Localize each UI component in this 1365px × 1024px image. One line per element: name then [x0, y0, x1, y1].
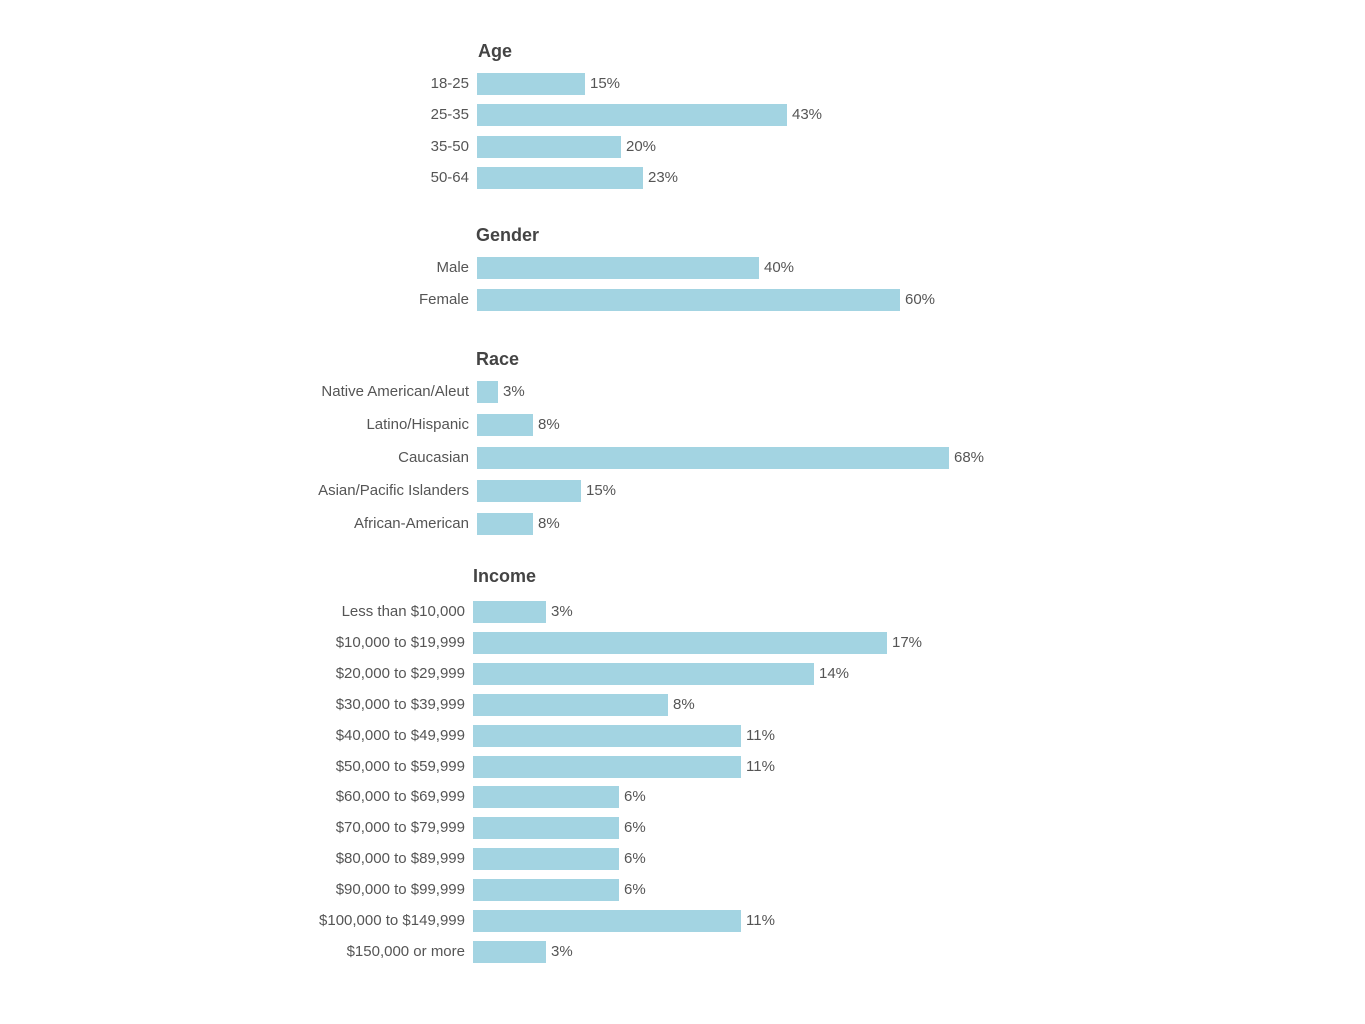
category-label: $70,000 to $79,999	[335, 819, 465, 836]
bar	[473, 725, 741, 747]
value-label: 40%	[764, 259, 795, 276]
value-label: 43%	[792, 106, 823, 123]
bar	[477, 414, 533, 436]
bar	[473, 817, 619, 839]
bar	[473, 663, 814, 685]
value-label: 8%	[538, 515, 560, 532]
bar	[477, 167, 643, 189]
category-label: Native American/Aleut	[321, 383, 469, 400]
category-label: Female	[418, 291, 469, 308]
value-label: 14%	[819, 665, 850, 682]
bar	[473, 694, 668, 716]
bar	[473, 941, 546, 963]
category-label: Less than $10,000	[341, 603, 465, 620]
category-label: Latino/Hispanic	[366, 416, 469, 433]
value-label: 17%	[892, 634, 923, 651]
value-label: 11%	[746, 758, 775, 775]
value-label: 11%	[746, 727, 775, 744]
panel-title-age: Age	[478, 41, 513, 61]
category-label: 25-35	[430, 106, 469, 123]
panel-title-race: Race	[476, 349, 520, 369]
value-label: 15%	[586, 482, 617, 499]
category-label: $30,000 to $39,999	[335, 696, 465, 713]
value-label: 11%	[746, 912, 775, 929]
bar	[477, 513, 533, 535]
category-label: 50-64	[430, 169, 469, 186]
bar	[473, 756, 741, 778]
category-label: $10,000 to $19,999	[335, 634, 465, 651]
category-label: $60,000 to $69,999	[335, 788, 465, 805]
value-label: 15%	[590, 75, 621, 92]
bar	[477, 136, 621, 158]
bar	[477, 480, 581, 502]
category-label: 35-50	[430, 138, 469, 155]
category-label: $50,000 to $59,999	[335, 758, 465, 775]
value-label: 23%	[648, 169, 679, 186]
value-label: 60%	[905, 291, 936, 308]
value-label: 8%	[538, 416, 560, 433]
category-label: $40,000 to $49,999	[335, 727, 465, 744]
category-label: $90,000 to $99,999	[335, 881, 465, 898]
value-label: 3%	[503, 383, 525, 400]
bar	[477, 104, 787, 126]
category-label: $20,000 to $29,999	[335, 665, 465, 682]
bar	[473, 910, 741, 932]
value-label: 8%	[673, 696, 695, 713]
bar	[473, 601, 546, 623]
bar	[473, 632, 887, 654]
value-label: 6%	[624, 881, 646, 898]
category-label: $150,000 or more	[346, 943, 465, 960]
category-label: $80,000 to $89,999	[335, 850, 465, 867]
value-label: 6%	[624, 819, 646, 836]
value-label: 20%	[626, 138, 657, 155]
value-label: 6%	[624, 850, 646, 867]
bar	[477, 289, 900, 311]
value-label: 3%	[551, 603, 573, 620]
bar	[473, 848, 619, 870]
bar	[477, 381, 498, 403]
category-label: Asian/Pacific Islanders	[318, 482, 469, 499]
value-label: 6%	[624, 788, 646, 805]
bar	[477, 257, 759, 279]
panel-title-gender: Gender	[476, 225, 540, 245]
category-label: 18-25	[430, 75, 469, 92]
category-label: $100,000 to $149,999	[319, 912, 465, 929]
category-label: Male	[436, 259, 469, 276]
bar	[477, 447, 949, 469]
bar	[473, 786, 619, 808]
category-label: Caucasian	[398, 449, 469, 466]
panel-title-income: Income	[473, 566, 537, 586]
value-label: 3%	[551, 943, 573, 960]
category-label: African-American	[353, 515, 469, 532]
bar	[473, 879, 619, 901]
bar	[477, 73, 585, 95]
value-label: 68%	[954, 449, 985, 466]
